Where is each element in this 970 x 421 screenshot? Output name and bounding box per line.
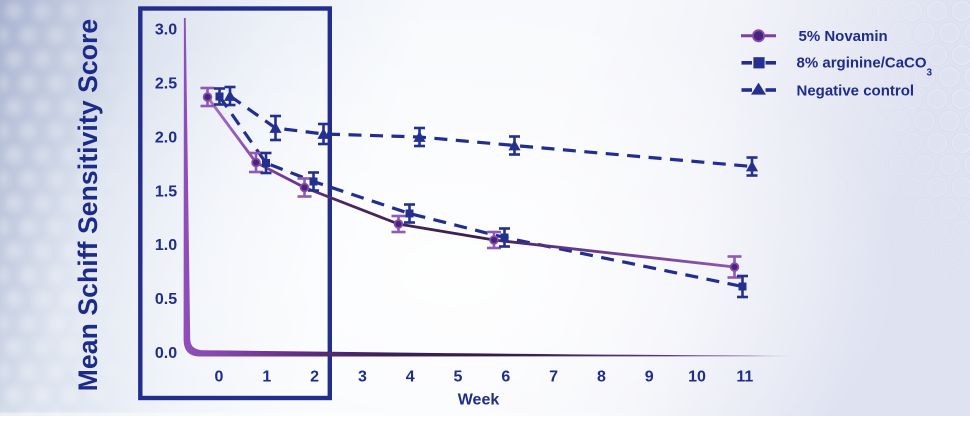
svg-text:2.5: 2.5 [155,76,177,93]
svg-text:1.5: 1.5 [155,183,177,200]
svg-text:7: 7 [549,369,558,386]
svg-text:Week: Week [458,392,500,409]
svg-text:2: 2 [310,369,319,386]
svg-text:Negative control: Negative control [797,82,915,99]
svg-text:10: 10 [688,369,706,386]
svg-text:9: 9 [645,369,654,386]
svg-text:4: 4 [406,369,415,386]
svg-text:11: 11 [736,369,753,386]
svg-text:5: 5 [454,369,463,386]
svg-text:8: 8 [597,369,606,386]
svg-text:Mean Schiff Sensitivity Score: Mean Schiff Sensitivity Score [73,19,103,392]
svg-text:2.0: 2.0 [155,129,177,146]
svg-text:0.0: 0.0 [155,345,177,362]
svg-text:3: 3 [358,369,367,386]
svg-text:1.0: 1.0 [155,237,177,254]
svg-text:1: 1 [262,369,271,386]
svg-text:0: 0 [215,369,224,386]
svg-text:0.5: 0.5 [155,291,177,308]
svg-text:6: 6 [501,369,510,386]
svg-text:5% Novamin: 5% Novamin [799,28,888,45]
svg-text:3.0: 3.0 [155,22,177,39]
